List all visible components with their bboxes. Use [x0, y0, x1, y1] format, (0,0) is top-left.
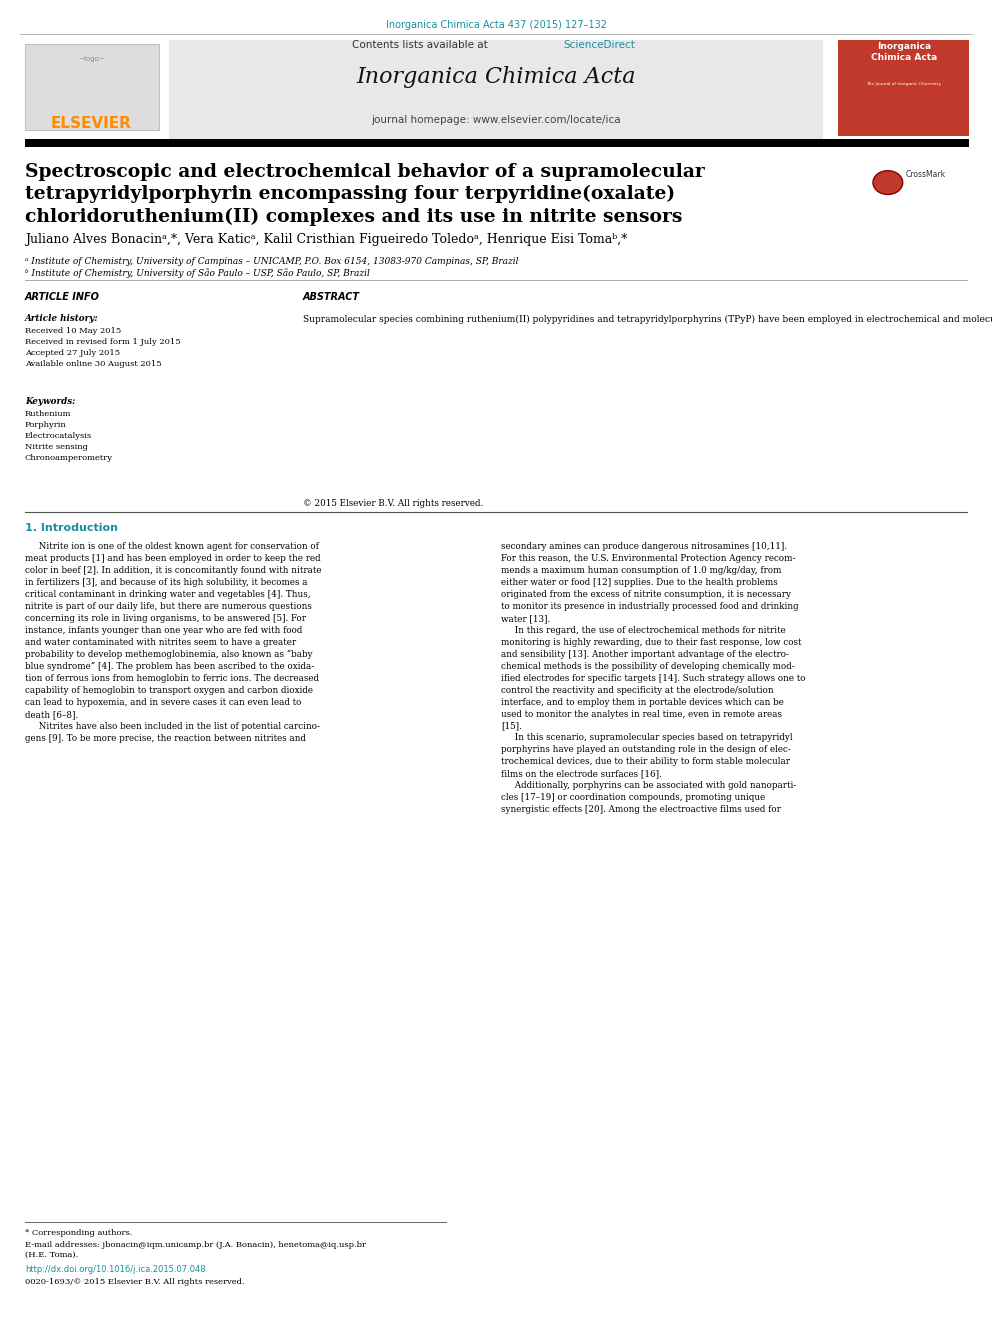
Text: ~logo~: ~logo~ [78, 56, 104, 62]
Text: © 2015 Elsevier B.V. All rights reserved.: © 2015 Elsevier B.V. All rights reserved… [303, 499, 483, 508]
Text: 1. Introduction: 1. Introduction [25, 523, 118, 533]
Text: Inorganica Chimica Acta 437 (2015) 127–132: Inorganica Chimica Acta 437 (2015) 127–1… [386, 20, 606, 30]
Text: journal homepage: www.elsevier.com/locate/ica: journal homepage: www.elsevier.com/locat… [371, 115, 621, 126]
Text: Article history:: Article history: [25, 314, 98, 323]
Text: Received 10 May 2015
Received in revised form 1 July 2015
Accepted 27 July 2015
: Received 10 May 2015 Received in revised… [25, 327, 181, 368]
Text: ᵇ Institute of Chemistry, University of São Paulo – USP, São Paulo, SP, Brazil: ᵇ Institute of Chemistry, University of … [25, 269, 370, 278]
Text: 0020-1693/© 2015 Elsevier B.V. All rights reserved.: 0020-1693/© 2015 Elsevier B.V. All right… [25, 1278, 244, 1286]
Text: CrossMark: CrossMark [906, 171, 945, 179]
FancyBboxPatch shape [838, 40, 969, 136]
Text: Spectroscopic and electrochemical behavior of a supramolecular
tetrapyridylporph: Spectroscopic and electrochemical behavi… [25, 163, 704, 226]
Text: The Journal of Inorganic Chemistry: The Journal of Inorganic Chemistry [866, 82, 941, 86]
Text: secondary amines can produce dangerous nitrosamines [10,11].
For this reason, th: secondary amines can produce dangerous n… [501, 542, 806, 814]
Text: Contents lists available at: Contents lists available at [352, 40, 491, 50]
Text: Ruthenium
Porphyrin
Electrocatalysis
Nitrite sensing
Chronoamperometry: Ruthenium Porphyrin Electrocatalysis Nit… [25, 410, 113, 462]
Text: ScienceDirect: ScienceDirect [563, 40, 635, 50]
FancyBboxPatch shape [25, 44, 159, 130]
Text: ᵃ Institute of Chemistry, University of Campinas – UNICAMP, P.O. Box 6154, 13083: ᵃ Institute of Chemistry, University of … [25, 257, 518, 266]
Bar [25, 139, 969, 147]
Text: E-mail addresses: jbonacin@iqm.unicamp.br (J.A. Bonacin), henetoma@iq.usp.br
(H.: E-mail addresses: jbonacin@iqm.unicamp.b… [25, 1241, 366, 1258]
Ellipse shape [873, 171, 903, 194]
Text: Nitrite ion is one of the oldest known agent for conservation of
meat products [: Nitrite ion is one of the oldest known a… [25, 542, 321, 744]
Text: Inorganica Chimica Acta: Inorganica Chimica Acta [356, 66, 636, 89]
Text: Juliano Alves Bonacinᵃ,*, Vera Katicᵃ, Kalil Cristhian Figueiredo Toledoᵃ, Henri: Juliano Alves Bonacinᵃ,*, Vera Katicᵃ, K… [25, 233, 627, 246]
Text: Keywords:: Keywords: [25, 397, 75, 406]
Text: * Corresponding authors.: * Corresponding authors. [25, 1229, 132, 1237]
Text: Inorganica
Chimica Acta: Inorganica Chimica Acta [871, 42, 936, 62]
Text: ARTICLE INFO: ARTICLE INFO [25, 292, 99, 303]
Text: ABSTRACT: ABSTRACT [303, 292, 359, 303]
Text: http://dx.doi.org/10.1016/j.ica.2015.07.048: http://dx.doi.org/10.1016/j.ica.2015.07.… [25, 1265, 205, 1274]
FancyBboxPatch shape [169, 40, 823, 139]
Text: ELSEVIER: ELSEVIER [51, 116, 132, 131]
Text: Supramolecular species combining ruthenium(II) polypyridines and tetrapyridylpor: Supramolecular species combining rutheni… [303, 315, 992, 324]
